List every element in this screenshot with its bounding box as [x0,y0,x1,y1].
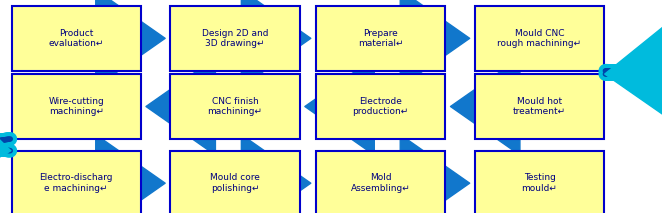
Text: Prepare
material↵: Prepare material↵ [358,29,403,48]
Text: Mould hot
treatment↵: Mould hot treatment↵ [513,97,566,116]
FancyBboxPatch shape [12,74,141,139]
FancyBboxPatch shape [316,151,445,213]
FancyBboxPatch shape [170,151,299,213]
FancyBboxPatch shape [170,6,299,71]
FancyBboxPatch shape [475,74,604,139]
Text: CNC finish
machining↵: CNC finish machining↵ [207,97,263,116]
FancyBboxPatch shape [316,74,445,139]
Text: Electrode
production↵: Electrode production↵ [353,97,408,116]
Text: Product
evaluation↵: Product evaluation↵ [48,29,104,48]
FancyBboxPatch shape [475,151,604,213]
Text: Electro-discharg
e machining↵: Electro-discharg e machining↵ [39,173,113,193]
FancyBboxPatch shape [170,74,299,139]
Text: Design 2D and
3D drawing↵: Design 2D and 3D drawing↵ [202,29,268,48]
FancyBboxPatch shape [316,6,445,71]
Text: Mould CNC
rough machining↵: Mould CNC rough machining↵ [497,29,582,48]
Text: Testing
mould↵: Testing mould↵ [522,173,557,193]
FancyBboxPatch shape [475,6,604,71]
Text: Wire-cutting
machining↵: Wire-cutting machining↵ [48,97,104,116]
Text: Mould core
polishing↵: Mould core polishing↵ [210,173,260,193]
Text: Mold
Assembling↵: Mold Assembling↵ [351,173,410,193]
FancyBboxPatch shape [12,6,141,71]
FancyBboxPatch shape [12,151,141,213]
